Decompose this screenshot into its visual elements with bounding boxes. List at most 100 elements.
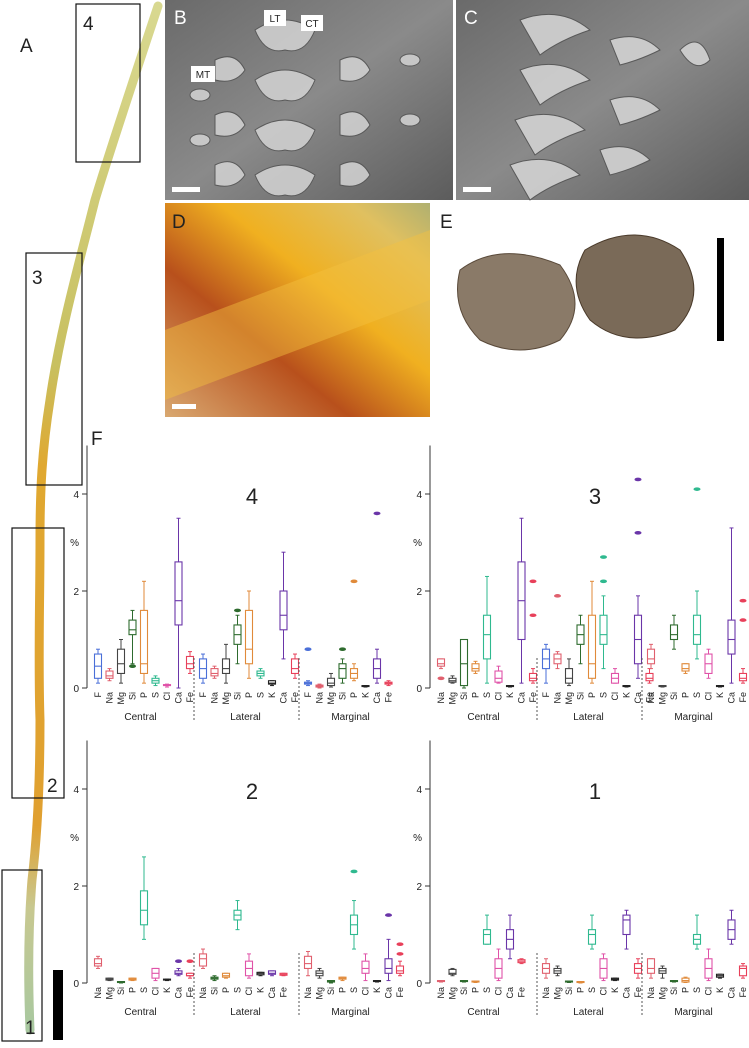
tooth-label: CT	[305, 19, 318, 30]
element-label: K	[162, 987, 172, 993]
box	[174, 561, 183, 626]
element-label: Cl	[151, 987, 161, 996]
element-label: F	[198, 692, 208, 698]
element-label: P	[471, 987, 481, 993]
element-label: S	[349, 987, 359, 993]
panel-e: E	[440, 212, 724, 351]
element-label: Ca	[279, 692, 289, 704]
sem-image	[456, 0, 749, 200]
y-tick-label: 2	[73, 587, 79, 598]
box	[459, 638, 469, 687]
y-axis-label: %	[70, 538, 79, 549]
box	[599, 614, 608, 645]
panel-label: C	[464, 8, 478, 29]
box	[528, 672, 538, 682]
element-label: Na	[105, 692, 115, 704]
element-label: Cl	[494, 987, 504, 996]
element-label: S	[151, 692, 161, 698]
panel-label: B	[174, 8, 187, 29]
y-tick-label: 0	[73, 684, 79, 695]
element-label: Si	[576, 692, 586, 700]
outlier	[634, 477, 642, 482]
box	[221, 658, 231, 675]
panel-label: E	[440, 212, 453, 233]
region-box	[11, 527, 65, 799]
element-label: P	[244, 692, 254, 698]
element-label: Na	[198, 987, 208, 999]
element-label: Si	[116, 987, 126, 995]
outlier	[373, 511, 381, 516]
element-label: Na	[553, 692, 563, 704]
element-label: Mg	[105, 987, 115, 1000]
element-label: P	[128, 987, 138, 993]
box	[622, 914, 631, 936]
box	[326, 677, 336, 687]
box	[267, 970, 277, 975]
element-label: Fe	[528, 692, 538, 703]
micrograph	[165, 203, 430, 417]
region-number: 1	[25, 1018, 36, 1039]
element-label: K	[361, 692, 371, 698]
element-label: Fe	[185, 692, 195, 703]
outlier	[129, 664, 136, 668]
element-label: Fe	[633, 987, 643, 998]
box	[482, 614, 492, 660]
outlier	[529, 579, 537, 584]
box	[303, 955, 313, 970]
box	[116, 648, 126, 675]
element-label: Ca	[622, 987, 632, 999]
element-label: Si	[128, 692, 138, 700]
element-label: S	[139, 987, 149, 993]
chart-title: 3	[589, 484, 601, 509]
group-label: Lateral	[230, 712, 261, 723]
outlier	[396, 952, 404, 956]
element-label: Si	[459, 692, 469, 700]
element-label: Mg	[448, 987, 458, 1000]
element-label: Na	[646, 692, 656, 704]
y-tick-label: 4	[73, 490, 79, 501]
y-tick-label: 2	[416, 587, 422, 598]
element-label: K	[622, 692, 632, 698]
label-box	[301, 15, 323, 31]
box	[210, 668, 219, 677]
box	[174, 970, 183, 975]
element-label: P	[139, 692, 149, 698]
y-tick-label: 0	[416, 684, 422, 695]
panel-a: A 4 3 2 1	[1, 1, 163, 1042]
element-label: Ca	[727, 987, 737, 999]
element-label: K	[372, 987, 382, 993]
group-label: Central	[124, 1007, 156, 1018]
y-axis-label: %	[70, 833, 79, 844]
outlier	[350, 869, 358, 874]
element-label: Si	[459, 987, 469, 995]
box	[692, 614, 702, 645]
chart-title: 2	[246, 779, 258, 804]
element-label: Cl	[244, 987, 254, 996]
group-label: Lateral	[230, 1007, 261, 1018]
box	[105, 670, 114, 679]
element-label: F	[541, 692, 551, 698]
box	[198, 953, 208, 967]
element-label: Cl	[610, 692, 620, 701]
ribbon	[165, 230, 430, 400]
tooth-label: MT	[196, 70, 210, 81]
y-tick-label: 4	[416, 490, 422, 501]
group-label: Marginal	[331, 1007, 369, 1018]
element-label: Mg	[658, 987, 668, 1000]
element-label: P	[681, 692, 691, 698]
element-label: S	[482, 987, 492, 993]
box	[244, 609, 254, 665]
element-label: Cl	[361, 987, 371, 996]
panel-c: C	[456, 0, 749, 201]
box	[267, 680, 277, 685]
element-label: Si	[338, 692, 348, 700]
box	[681, 663, 690, 672]
element-label: Si	[669, 987, 679, 995]
element-label: Mg	[564, 692, 574, 705]
box	[436, 658, 446, 667]
element-label: S	[692, 692, 702, 698]
element-label: F	[93, 692, 103, 698]
element-label: S	[256, 692, 266, 698]
